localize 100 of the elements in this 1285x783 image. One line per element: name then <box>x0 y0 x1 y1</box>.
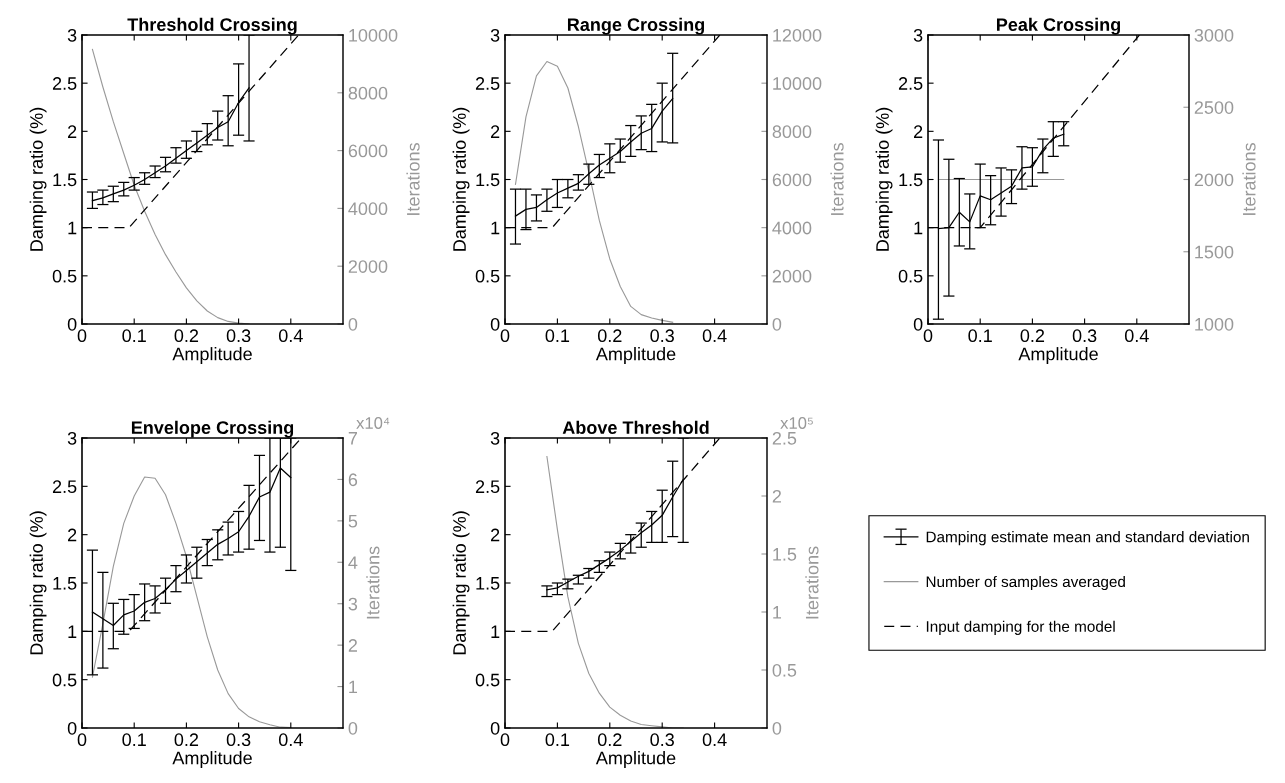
y-tick-label: 1.5 <box>476 173 500 187</box>
chart-title: Above Threshold <box>562 420 709 435</box>
y2-tick-label: 2 <box>348 639 357 652</box>
y2-axis-title: Iterations <box>366 546 380 619</box>
y-tick-label: 0.5 <box>475 673 500 687</box>
y2-tick-label: 7 <box>348 432 357 445</box>
y2-tick-label: 10000 <box>773 77 822 90</box>
y2-tick-label: 0 <box>348 317 358 331</box>
y2-tick-label: 12000 <box>773 28 822 42</box>
y-tick-label: 0.5 <box>898 269 923 283</box>
y2-tick-label: 3000 <box>1194 28 1234 42</box>
y2-tick-label: 4000 <box>348 202 388 216</box>
x-tick-label: 0 <box>77 329 87 343</box>
x-tick-label: 0.4 <box>1124 329 1149 343</box>
y-tick-label: 1.5 <box>53 577 77 590</box>
y2-tick-label: 6 <box>348 473 358 487</box>
y2-tick-label: 2000 <box>1194 173 1234 187</box>
y-tick-label: 3 <box>913 28 923 42</box>
x-tick-label: 0.2 <box>1020 329 1045 343</box>
x-tick-label: 0.1 <box>122 733 146 747</box>
x-tick-label: 0.2 <box>597 733 622 747</box>
x-tick-label: 0.4 <box>702 329 727 343</box>
y-tick-label: 2 <box>68 125 77 138</box>
y2-axis-title: Iterations <box>805 546 819 619</box>
chart-title: Range Crossing <box>567 17 705 35</box>
text: x10⁴ <box>356 417 390 429</box>
x-tick-label: 0.1 <box>968 329 992 343</box>
y-tick-label: 1 <box>491 221 500 235</box>
x-axis-title: Amplitude <box>172 347 252 364</box>
y-tick-label: 0 <box>67 721 77 735</box>
y2-axis-title: Iterations <box>406 143 420 215</box>
x-tick-label: 0.2 <box>597 329 622 343</box>
x-tick-label: 0 <box>923 329 933 343</box>
x-tick-label: 0.2 <box>174 329 199 343</box>
legend-label: Damping estimate mean and standard deviation <box>926 531 1249 546</box>
y2-tick-label: 2 <box>772 489 781 503</box>
y-tick-label: 0 <box>490 317 500 331</box>
y-tick-label: 1.5 <box>53 173 77 187</box>
x-tick-label: 0.1 <box>545 329 570 343</box>
x-tick-label: 0.3 <box>650 733 674 747</box>
y-tick-label: 3 <box>490 431 500 445</box>
y-tick-label: 1 <box>491 625 500 638</box>
x-tick-label: 0.3 <box>226 329 251 343</box>
y-tick-label: 2 <box>491 528 500 542</box>
x-axis-title: Amplitude <box>1018 347 1098 364</box>
y2-axis-title: Iterations <box>830 143 844 215</box>
y-tick-label: 2 <box>68 528 77 542</box>
y2-tick-label: 1000 <box>1195 317 1234 331</box>
x-tick-label: 0.3 <box>650 329 674 343</box>
x-tick-label: 0 <box>500 733 510 747</box>
y2-tick-label: 1 <box>773 606 782 619</box>
y2-tick-label: 0 <box>772 721 782 735</box>
y-tick-label: 2.5 <box>52 77 77 90</box>
x-tick-label: 0.2 <box>174 733 199 747</box>
x-tick-label: 0.4 <box>278 733 303 747</box>
y2-tick-label: 0.5 <box>772 663 797 677</box>
y2-tick-label: 8000 <box>348 86 388 100</box>
y-axis-title: Damping ratio (%) <box>875 107 893 251</box>
y-tick-label: 3 <box>67 28 77 42</box>
y-axis-title: Damping ratio (%) <box>29 107 47 251</box>
y-tick-label: 3 <box>67 431 77 445</box>
x-axis-title: Amplitude <box>595 751 676 768</box>
y-tick-label: 2.5 <box>475 480 500 494</box>
y-tick-label: 1.5 <box>476 577 500 590</box>
chart-title: Threshold Crossing <box>127 17 297 35</box>
x-tick-label: 0.1 <box>122 329 146 343</box>
y-tick-label: 0.5 <box>475 269 500 283</box>
y-tick-label: 1 <box>68 221 77 235</box>
y2-tick-label: 6000 <box>772 173 812 187</box>
y2-tick-label: 2000 <box>348 260 388 273</box>
x-axis-title: Amplitude <box>172 751 252 768</box>
y-axis-title: Damping ratio (%) <box>452 107 470 251</box>
y-tick-label: 2 <box>491 125 500 138</box>
y-tick-label: 2.5 <box>52 480 77 494</box>
y-tick-label: 0 <box>67 317 77 331</box>
y2-tick-label: 1 <box>349 680 358 694</box>
y2-tick-label: 10000 <box>349 28 398 42</box>
y2-tick-label: 0 <box>772 317 782 331</box>
y-tick-label: 2.5 <box>898 77 923 90</box>
y2-tick-label: 2500 <box>1194 101 1234 114</box>
y-tick-label: 2.5 <box>475 77 500 90</box>
y-tick-label: 1 <box>68 625 77 638</box>
y-tick-label: 3 <box>490 28 500 42</box>
y2-tick-label: 4000 <box>772 221 812 235</box>
y2-tick-label: 1.5 <box>773 548 797 561</box>
x-tick-label: 0 <box>500 329 510 343</box>
y2-tick-label: 5 <box>348 514 358 528</box>
y2-tick-label: 0 <box>348 721 358 735</box>
y2-tick-label: 2000 <box>772 269 812 283</box>
y2-tick-label: 4 <box>348 556 358 569</box>
x-tick-label: 0.1 <box>545 733 570 747</box>
chart-title: Envelope Crossing <box>131 420 294 438</box>
y-tick-label: 0 <box>490 721 500 735</box>
y-tick-label: 1.5 <box>899 173 923 187</box>
x-axis-title: Amplitude <box>595 347 676 364</box>
text: x10⁵ <box>780 417 813 429</box>
y2-tick-label: 2.5 <box>772 431 797 445</box>
x-tick-label: 0.4 <box>278 329 303 343</box>
y-tick-label: 2 <box>914 125 923 138</box>
y-tick-label: 0 <box>913 317 923 331</box>
